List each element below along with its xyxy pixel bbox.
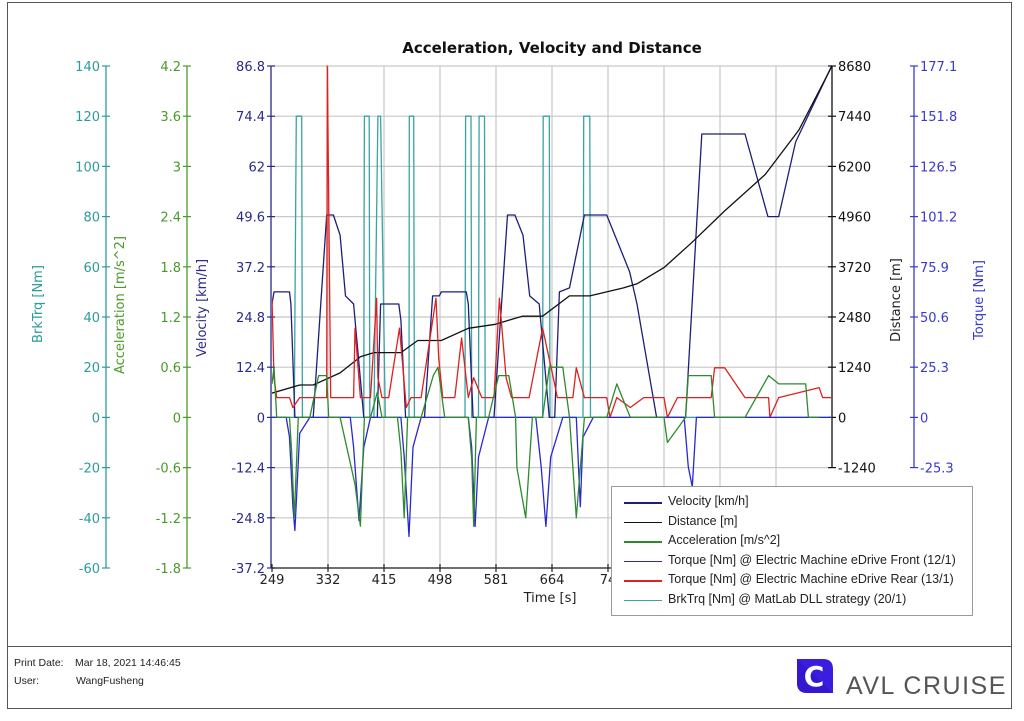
series bbox=[272, 65, 832, 538]
y-axis-brktrq: 140 120 100 80 60 40 20 0 -20 -40 -60 BrkTrq [Nm] bbox=[31, 60, 110, 577]
y-axis-label: Distance [m] bbox=[889, 258, 904, 342]
user-value: WangFusheng bbox=[76, 675, 144, 687]
legend-swatch bbox=[624, 502, 662, 504]
x-tick-label: 664 bbox=[540, 573, 565, 588]
user-label: User: bbox=[14, 675, 40, 687]
y-axis-label: Velocity [km/h] bbox=[195, 259, 210, 357]
y-tick-label: 0 bbox=[920, 411, 928, 426]
chart: Acceleration, Velocity and Distance 1401… bbox=[31, 39, 987, 606]
legend: Velocity [km/h] Distance [m] Acceleration … bbox=[611, 486, 973, 616]
chart-title: Acceleration, Velocity and Distance bbox=[402, 39, 702, 57]
y-tick-label: 177.1 bbox=[920, 60, 957, 75]
x-tick-label: 498 bbox=[428, 573, 453, 588]
avl-cruise-logo-icon: C bbox=[797, 659, 833, 693]
y-tick-label: 101.2 bbox=[920, 211, 957, 226]
y-tick-label: -1240 bbox=[838, 462, 876, 477]
x-tick-label: 415 bbox=[372, 573, 397, 588]
legend-label: Torque [Nm] @ Electric Machine eDrive Re… bbox=[668, 572, 954, 586]
legend-swatch bbox=[624, 560, 662, 562]
y-axis-label: Torque [Nm] bbox=[972, 260, 987, 341]
report-frame bbox=[7, 2, 1012, 709]
y-tick-label: 8680 bbox=[838, 60, 871, 75]
y-tick-label: 60 bbox=[83, 261, 100, 276]
legend-label: Distance [m] bbox=[668, 513, 738, 528]
y-tick-label: 4.2 bbox=[160, 60, 181, 75]
y-tick-label: 80 bbox=[83, 211, 100, 226]
y-tick-label: 2.4 bbox=[160, 211, 181, 226]
y-tick-label: 1.8 bbox=[160, 261, 181, 276]
y-tick-label: -40 bbox=[79, 512, 100, 527]
legend-swatch bbox=[624, 580, 662, 582]
series-line-2 bbox=[272, 366, 820, 527]
legend-swatch bbox=[624, 521, 662, 523]
y-axis-distance: 8680 7440 6200 4960 3720 2480 1240 0 -1240 Distan… bbox=[828, 60, 904, 477]
legend-swatch bbox=[624, 541, 662, 543]
y-tick-label: 62 bbox=[248, 160, 265, 175]
y-tick-label: 75.9 bbox=[920, 261, 949, 276]
y-tick-label: -1.8 bbox=[156, 562, 181, 577]
y-tick-label: 126.5 bbox=[920, 160, 957, 175]
y-tick-label: 7440 bbox=[838, 110, 871, 125]
y-axis-torque: 177.1 151.8 126.5 101.2 75.9 50.6 25.3 0 -25.3 To… bbox=[910, 60, 987, 477]
y-tick-label: 86.8 bbox=[236, 60, 265, 75]
y-tick-label: 6200 bbox=[838, 160, 871, 175]
y-tick-label: 37.2 bbox=[236, 261, 265, 276]
y-tick-label: 2480 bbox=[838, 311, 871, 326]
y-tick-label: 3.6 bbox=[160, 110, 181, 125]
y-tick-label: 24.8 bbox=[236, 311, 265, 326]
y-tick-label: 12.4 bbox=[236, 361, 265, 376]
y-axis-velocity: 86.8 74.4 62 49.6 37.2 24.8 12.4 0 -12.4 -24.8 -37… bbox=[195, 60, 275, 577]
print-date-value: Mar 18, 2021 14:46:45 bbox=[75, 657, 181, 669]
x-tick-label: 581 bbox=[484, 573, 509, 588]
y-tick-label: 120 bbox=[75, 110, 100, 125]
y-tick-label: 49.6 bbox=[236, 211, 265, 226]
y-tick-label: 20 bbox=[83, 361, 100, 376]
y-tick-label: 3720 bbox=[838, 261, 871, 276]
y-tick-label: -60 bbox=[79, 562, 100, 577]
x-axis-label: Time [s] bbox=[523, 591, 577, 606]
footer-divider bbox=[7, 646, 1012, 647]
legend-label: Torque [Nm] @ Electric Machine eDrive Fr… bbox=[668, 552, 956, 567]
y-tick-label: -20 bbox=[79, 462, 100, 477]
legend-label: Velocity [km/h] bbox=[668, 494, 749, 508]
x-tick-label: 332 bbox=[316, 573, 341, 588]
y-tick-label: 25.3 bbox=[920, 361, 949, 376]
y-tick-label: 0 bbox=[173, 411, 181, 426]
y-tick-label: 0.6 bbox=[160, 361, 181, 376]
y-tick-label: 0 bbox=[838, 411, 846, 426]
y-tick-label: 50.6 bbox=[920, 311, 949, 326]
y-tick-label: 1240 bbox=[838, 361, 871, 376]
legend-label: Acceleration [m/s^2] bbox=[668, 533, 781, 547]
series-line-1 bbox=[272, 65, 832, 394]
logo-letter: C bbox=[804, 660, 825, 693]
y-tick-label: -24.8 bbox=[231, 512, 265, 527]
print-date-label: Print Date: bbox=[14, 657, 64, 669]
y-tick-label: 140 bbox=[75, 60, 100, 75]
y-axis-accel: 4.2 3.6 3 2.4 1.8 1.2 0.6 0 -0.6 -1.2 -1.8 Accelera… bbox=[113, 60, 191, 577]
y-tick-label: 4960 bbox=[838, 211, 871, 226]
y-tick-label: -37.2 bbox=[231, 562, 265, 577]
legend-label: BrkTrq [Nm] @ MatLab DLL strategy (20/1) bbox=[668, 591, 907, 606]
y-tick-label: 0 bbox=[92, 411, 100, 426]
y-tick-label: -25.3 bbox=[920, 462, 954, 477]
legend-swatch bbox=[624, 599, 662, 601]
y-tick-label: 3 bbox=[173, 160, 181, 175]
series-line-0 bbox=[272, 65, 832, 419]
y-tick-label: -1.2 bbox=[156, 512, 181, 527]
y-tick-label: 74.4 bbox=[236, 110, 265, 125]
series-line-4 bbox=[272, 65, 832, 419]
y-tick-label: 100 bbox=[75, 160, 100, 175]
y-tick-label: 40 bbox=[83, 311, 100, 326]
y-tick-label: -0.6 bbox=[156, 462, 181, 477]
y-tick-label: -12.4 bbox=[231, 462, 265, 477]
y-tick-label: 1.2 bbox=[160, 311, 181, 326]
axes: 140 120 100 80 60 40 20 0 -20 -40 -60 BrkTrq [Nm] 4.… bbox=[31, 60, 987, 577]
y-tick-label: 151.8 bbox=[920, 110, 957, 125]
y-axis-label: BrkTrq [Nm] bbox=[31, 265, 46, 343]
logo-text: AVL CRUISE bbox=[846, 672, 1007, 700]
y-tick-label: 0 bbox=[257, 411, 265, 426]
x-tick-label: 249 bbox=[260, 573, 285, 588]
y-axis-label: Acceleration [m/s^2] bbox=[113, 236, 128, 374]
